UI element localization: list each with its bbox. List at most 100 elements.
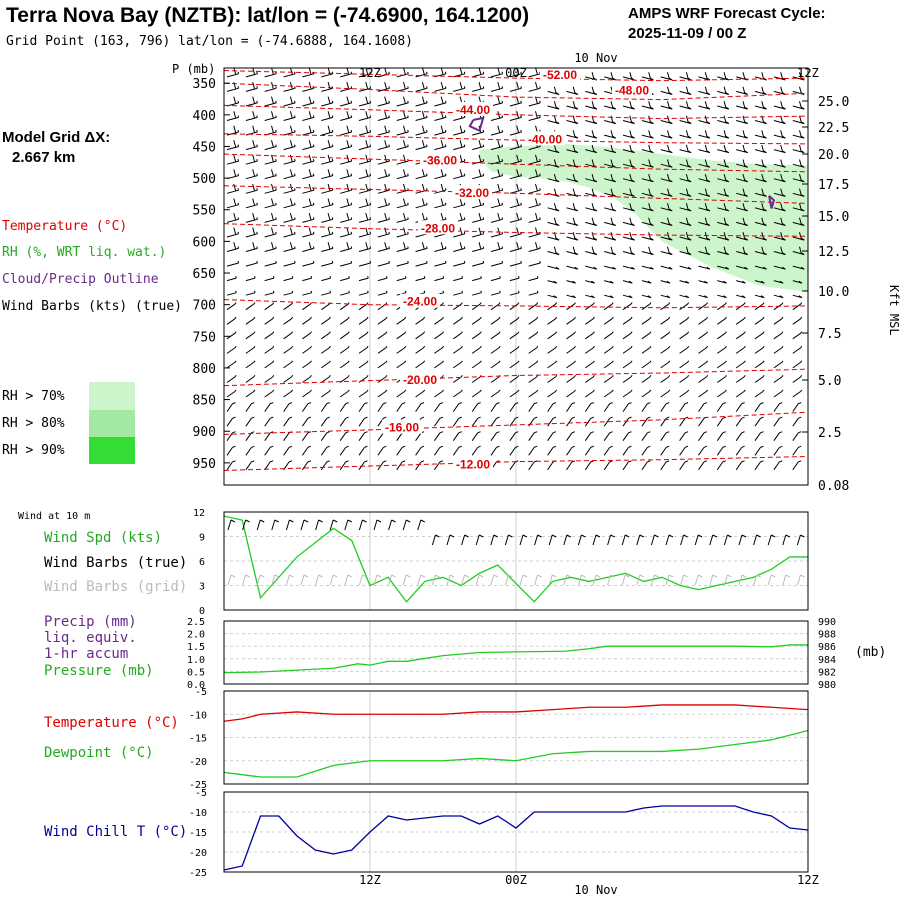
wind-barb <box>377 416 387 427</box>
wind-barb <box>415 198 428 209</box>
wind-barb <box>396 316 407 325</box>
wind-barb-true <box>417 519 426 531</box>
wind-tick-label: 12 <box>193 508 205 519</box>
wind-barb <box>283 81 296 92</box>
wind-barb <box>698 144 711 154</box>
wind-barb <box>660 445 670 456</box>
wind-barb <box>358 416 368 427</box>
wind-barb <box>585 360 595 369</box>
wind-barb <box>264 198 277 209</box>
wind-barb <box>641 232 654 241</box>
wind-barb <box>604 203 617 212</box>
wind-barb <box>433 402 444 412</box>
wind-barb <box>415 140 428 151</box>
wind-barb <box>377 302 388 311</box>
wind-barb <box>641 460 651 471</box>
wind-barb <box>245 290 256 296</box>
wind-barb <box>735 360 746 369</box>
wind-barb <box>283 445 293 456</box>
wind-barb <box>604 72 617 81</box>
wind-barb <box>528 260 541 267</box>
wind-barb <box>453 125 466 136</box>
wind-barb <box>283 125 296 136</box>
wind-barb <box>264 445 274 456</box>
wind-barb <box>679 203 692 212</box>
wind-barb <box>717 217 730 226</box>
wind-barb <box>792 345 803 354</box>
wind-barb <box>453 302 463 311</box>
wind-barb <box>321 242 334 252</box>
wind-barb-true <box>256 519 265 531</box>
wind-barb <box>509 389 520 398</box>
wind-barb-true <box>358 519 367 531</box>
wind-barb <box>226 276 237 282</box>
wind-barb <box>773 294 784 299</box>
wind-barb <box>415 260 428 267</box>
wind-barb <box>358 212 372 223</box>
wind-barb <box>396 276 407 282</box>
wind-barb-true <box>753 534 761 546</box>
wind-barb <box>566 115 579 125</box>
wind-barb <box>301 431 312 441</box>
wind-barb <box>471 416 481 427</box>
wind-barb <box>264 302 275 311</box>
wind-barb <box>264 125 277 136</box>
wind-barb <box>679 265 692 270</box>
wind-barb <box>358 445 368 456</box>
wind-barb <box>509 416 519 427</box>
wind-barb <box>490 276 501 282</box>
wind-barb <box>528 345 539 354</box>
wind-barb <box>754 316 765 325</box>
wind-barb <box>245 154 258 165</box>
wind-barb <box>320 460 330 471</box>
wind-barb-true <box>461 534 469 546</box>
wind-barb <box>679 217 692 226</box>
wind-barb <box>226 331 237 340</box>
wind-barb <box>679 431 689 441</box>
wind-barb <box>509 302 520 311</box>
wind-barb <box>358 389 369 398</box>
wind-barb <box>660 101 673 110</box>
wind-barb <box>245 125 258 136</box>
wind-barb <box>698 72 711 81</box>
wind-barb <box>547 217 560 226</box>
wind-barb <box>717 316 727 325</box>
xsec-top-tick-label: 12Z <box>797 66 819 80</box>
temperature-tick-label: -15 <box>189 734 207 745</box>
wind-barb <box>340 183 353 194</box>
wind-barb <box>245 96 258 107</box>
wind-barb <box>754 130 767 139</box>
wind-barb <box>264 212 277 223</box>
wind-barb <box>226 212 240 223</box>
wind-barb <box>736 188 749 197</box>
wind-barb <box>340 96 353 107</box>
wind-barb <box>321 345 331 354</box>
wind-barb <box>717 345 727 354</box>
wind-barb <box>509 290 520 296</box>
wind-barb-grid <box>767 574 776 586</box>
wind-barb <box>660 217 673 226</box>
wind-barb <box>641 316 652 325</box>
wind-barb-true <box>577 534 586 546</box>
temperature-tick-label: -25 <box>189 780 207 791</box>
wind-barb <box>509 154 522 165</box>
wind-barb <box>245 242 258 252</box>
wind-barb <box>453 375 463 383</box>
wind-barb <box>698 265 711 270</box>
precip-tick-label: 2.5 <box>187 617 205 628</box>
wind-barb <box>528 316 539 325</box>
wind-barb <box>792 416 802 427</box>
temperature-contour <box>223 70 809 82</box>
wind-barb <box>754 460 764 471</box>
wind-barb-true <box>519 534 528 546</box>
wind-barb <box>604 294 614 299</box>
wind-barb-grid <box>709 574 718 586</box>
wind-barb <box>641 144 654 154</box>
wind-barb <box>472 260 485 267</box>
wind-barb <box>264 389 275 398</box>
wind-barb <box>585 345 595 354</box>
wind-barb <box>434 389 444 398</box>
wind-barb <box>792 246 805 256</box>
wind-barb <box>339 389 350 398</box>
wind-barb <box>792 280 803 284</box>
